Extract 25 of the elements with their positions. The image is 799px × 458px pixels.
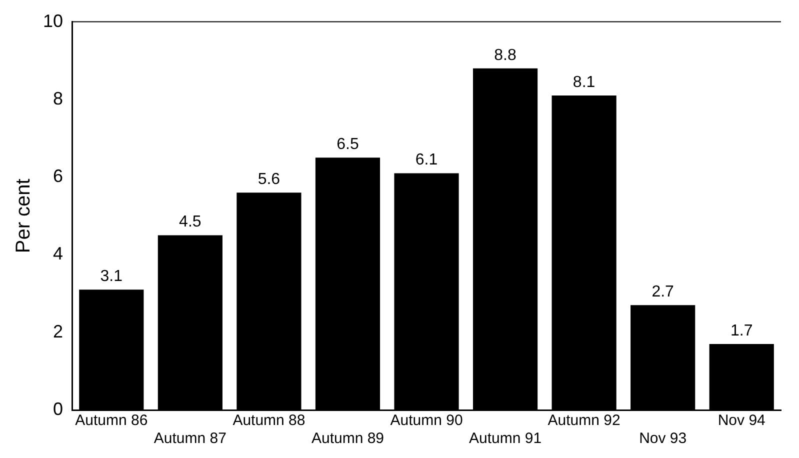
x-tick-label: Autumn 91 [469, 430, 542, 448]
data-label: 3.1 [100, 268, 123, 286]
y-tick-label: 4 [53, 244, 64, 264]
x-tick-label: Autumn 90 [390, 412, 463, 430]
x-tick-label: Autumn 87 [154, 430, 226, 448]
y-tick-label: 8 [53, 88, 64, 108]
y-axis-title: Per cent [12, 178, 35, 254]
data-label: 8.1 [572, 74, 596, 91]
x-tick-label: Autumn 89 [311, 430, 384, 448]
y-tick-label: 10 [42, 10, 64, 31]
x-tick-label: Autumn 88 [232, 412, 306, 430]
x-tick-label: Nov 94 [718, 412, 766, 430]
x-tick-label: Autumn 86 [75, 412, 148, 430]
data-label: 5.6 [258, 171, 280, 188]
data-label: 8.8 [494, 46, 517, 64]
y-tick-label: 2 [53, 321, 64, 342]
y-tick-label: 6 [53, 166, 64, 186]
data-label: 6.5 [336, 136, 359, 154]
x-tick-label: Nov 93 [639, 430, 687, 448]
data-label: 4.5 [179, 214, 202, 231]
data-label: 6.1 [415, 152, 438, 169]
y-tick-label: 0 [53, 398, 64, 419]
data-label: 1.7 [730, 322, 753, 340]
x-tick-label: Autumn 92 [548, 412, 620, 430]
data-label: 2.7 [652, 284, 674, 301]
